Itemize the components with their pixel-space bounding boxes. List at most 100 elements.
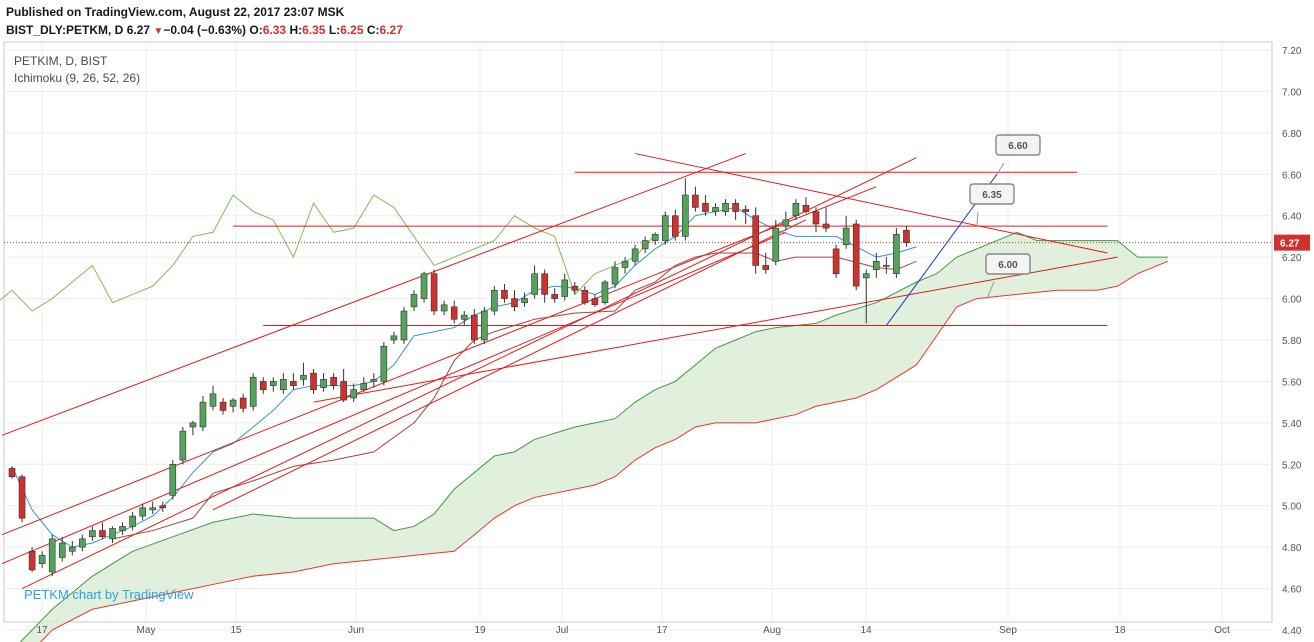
x-tick-label: 18	[1114, 625, 1126, 636]
close-value: 6.27	[379, 23, 403, 37]
candle-body	[58, 542, 66, 558]
candle-body	[671, 215, 679, 237]
candle-body	[903, 229, 910, 243]
candle-body	[501, 289, 508, 299]
chart-grid	[3, 41, 1273, 631]
candle-body	[883, 265, 890, 267]
legend-symbol: PETKIM, D, BIST	[14, 54, 108, 68]
channel-lower-line	[21, 157, 917, 590]
candle-body	[259, 381, 267, 391]
callout-label: 6.60	[1008, 141, 1028, 152]
candle-body	[852, 223, 860, 287]
x-tick-label: Jun	[348, 625, 364, 636]
candle-body	[169, 463, 177, 496]
cloud-fill	[20, 232, 1168, 642]
candle-body	[561, 279, 569, 297]
candle-body	[732, 202, 739, 212]
candle-body	[832, 248, 840, 275]
candle-body	[400, 310, 408, 341]
low-label: L:	[328, 23, 341, 37]
callout-box	[985, 253, 1031, 275]
x-tick-label: 17	[36, 625, 48, 636]
x-tick-label: 15	[230, 625, 242, 636]
callout-box	[969, 183, 1015, 205]
candle-body	[531, 273, 538, 295]
candle-body	[782, 219, 790, 227]
chikou-line	[0, 194, 656, 312]
candle-body	[249, 376, 257, 407]
candle-body	[340, 381, 347, 401]
callout-label: 6.00	[998, 260, 1018, 271]
y-tick-label: 5.20	[1282, 460, 1302, 471]
symbol-label: BIST_DLY:PETKM, D	[6, 23, 124, 37]
candle-body	[310, 372, 317, 391]
kijun-line	[112, 252, 917, 540]
x-tick-label: Jul	[556, 625, 569, 636]
candle-body	[571, 285, 579, 291]
candle-body	[370, 379, 378, 382]
candle-body	[410, 294, 418, 308]
x-tick-label: Sep	[999, 625, 1017, 636]
chart-header: Published on TradingView.com, August 22,…	[0, 0, 1314, 42]
last-price-tag-label: 6.27	[1280, 239, 1300, 250]
senkou-span-a-line	[19, 231, 1168, 642]
candle-body	[280, 379, 287, 391]
candle-body	[179, 430, 187, 461]
y-tick-label: 4.40	[1282, 626, 1302, 637]
callout-box	[995, 134, 1041, 156]
candle-body	[551, 294, 559, 299]
candle-body	[842, 227, 850, 246]
change-value: −0.04 (−0.63%)	[163, 23, 247, 37]
y-tick-label: 5.80	[1282, 336, 1302, 347]
candle-body	[430, 273, 438, 312]
ichimoku-cloud	[20, 232, 1168, 642]
x-tick-label: 14	[860, 625, 872, 636]
candle-body	[8, 468, 16, 478]
candle-body	[390, 335, 398, 341]
y-tick-label: 7.20	[1282, 46, 1302, 57]
candle-body	[269, 381, 277, 386]
candle-body	[149, 507, 156, 511]
candle-body	[702, 202, 709, 212]
x-tick-label: 19	[474, 625, 486, 636]
candle-body	[470, 314, 478, 341]
candle-body	[119, 526, 126, 531]
candle-body	[802, 205, 810, 212]
candle-body	[631, 248, 639, 262]
callout-pointer	[976, 211, 979, 227]
x-tick-label: Aug	[763, 625, 781, 636]
channel-upper-line	[1, 153, 746, 436]
candle-body	[541, 273, 548, 295]
candle-body	[320, 379, 327, 388]
candle-body	[28, 550, 36, 571]
candle-body	[621, 260, 629, 268]
y-tick-label: 6.00	[1282, 295, 1302, 306]
candle-body	[591, 298, 599, 306]
x-tick-label: 17	[656, 625, 668, 636]
candle-body	[611, 267, 619, 285]
candle-body	[722, 202, 729, 212]
candle-body	[440, 304, 448, 312]
candle-body	[69, 546, 76, 552]
channel-mid-line	[1, 186, 877, 536]
last-price: 6.27	[126, 23, 151, 37]
candle-body	[641, 240, 649, 250]
candle-body	[48, 538, 56, 573]
high-value: 6.35	[302, 23, 326, 37]
last-price-tag	[1274, 234, 1310, 251]
candle-body	[199, 401, 207, 428]
y-tick-label: 6.40	[1282, 212, 1302, 223]
candle-body	[460, 314, 468, 320]
candle-body	[661, 215, 669, 241]
y-tick-label: 5.60	[1282, 377, 1302, 388]
candles	[8, 178, 910, 577]
candle-body	[450, 306, 458, 320]
x-tick-label: Oct	[1214, 625, 1230, 636]
candle-body	[380, 345, 388, 382]
chart-axes: 7.20 7.00 6.80 6.60 6.40 6.20 6.00 5.80 5.60 5.40…	[36, 46, 1310, 637]
close-label: C:	[366, 23, 380, 37]
candle-body	[38, 555, 46, 565]
candle-body	[651, 234, 659, 241]
candle-body	[792, 202, 800, 217]
